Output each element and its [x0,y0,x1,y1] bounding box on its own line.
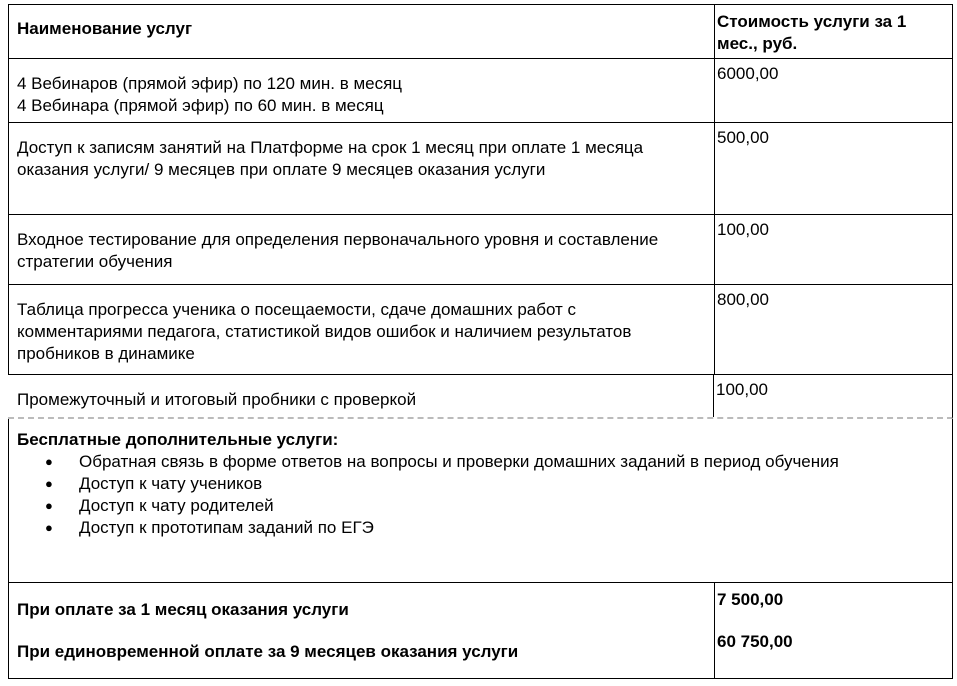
totals-prices: 7 500,00 60 750,00 [714,583,952,678]
header-service-name: Наименование услуг [17,19,193,38]
list-item: Доступ к чату родителей [45,495,944,517]
service-name: Доступ к записям занятий на Платформе на… [17,138,644,179]
free-services-title: Бесплатные дополнительные услуги: [17,430,339,449]
list-item: Обратная связь в форме ответов на вопрос… [45,451,944,473]
table-row: Доступ к записям занятий на Платформе на… [8,123,953,215]
services-price-table: Наименование услуг Стоимость услуги за 1… [8,4,953,679]
list-item: Доступ к прототипам заданий по ЕГЭ [45,517,944,539]
service-price: 500,00 [714,123,952,214]
total-price-9-months: 60 750,00 [717,632,793,651]
table-row: 4 Вебинаров (прямой эфир) по 120 мин. в … [8,59,953,123]
service-name: Промежуточный и итоговый пробники с пров… [17,390,417,409]
service-name: Входное тестирование для определения пер… [17,230,659,271]
service-price: 100,00 [713,375,952,417]
free-services-row: Бесплатные дополнительные услуги: Обратн… [8,419,953,583]
table-row: Таблица прогресса ученика о посещаемости… [8,285,953,375]
service-price: 100,00 [714,215,952,284]
totals-labels: При оплате за 1 месяц оказания услуги Пр… [9,583,714,678]
totals-row: При оплате за 1 месяц оказания услуги Пр… [8,583,953,679]
free-services-list: Обратная связь в форме ответов на вопрос… [17,451,944,539]
service-price: 800,00 [714,285,952,374]
table-row: Промежуточный и итоговый пробники с пров… [8,375,953,419]
total-price-1-month: 7 500,00 [717,590,784,609]
free-services: Бесплатные дополнительные услуги: Обратн… [9,419,952,582]
total-label-9-months: При единовременной оплате за 9 месяцев о… [17,642,519,661]
service-price: 6000,00 [714,59,952,122]
service-line: 4 Вебинаров (прямой эфир) по 120 мин. в … [17,74,403,93]
table-header: Наименование услуг Стоимость услуги за 1… [8,4,953,59]
service-name: 4 Вебинаров (прямой эфир) по 120 мин. в … [9,59,714,122]
service-name: Таблица прогресса ученика о посещаемости… [17,300,632,363]
table-row: Входное тестирование для определения пер… [8,215,953,285]
list-item: Доступ к чату учеников [45,473,944,495]
header-price: Стоимость услуги за 1 мес., руб. [714,5,952,58]
service-line: 4 Вебинара (прямой эфир) по 60 мин. в ме… [17,96,384,115]
total-label-1-month: При оплате за 1 месяц оказания услуги [17,600,349,619]
